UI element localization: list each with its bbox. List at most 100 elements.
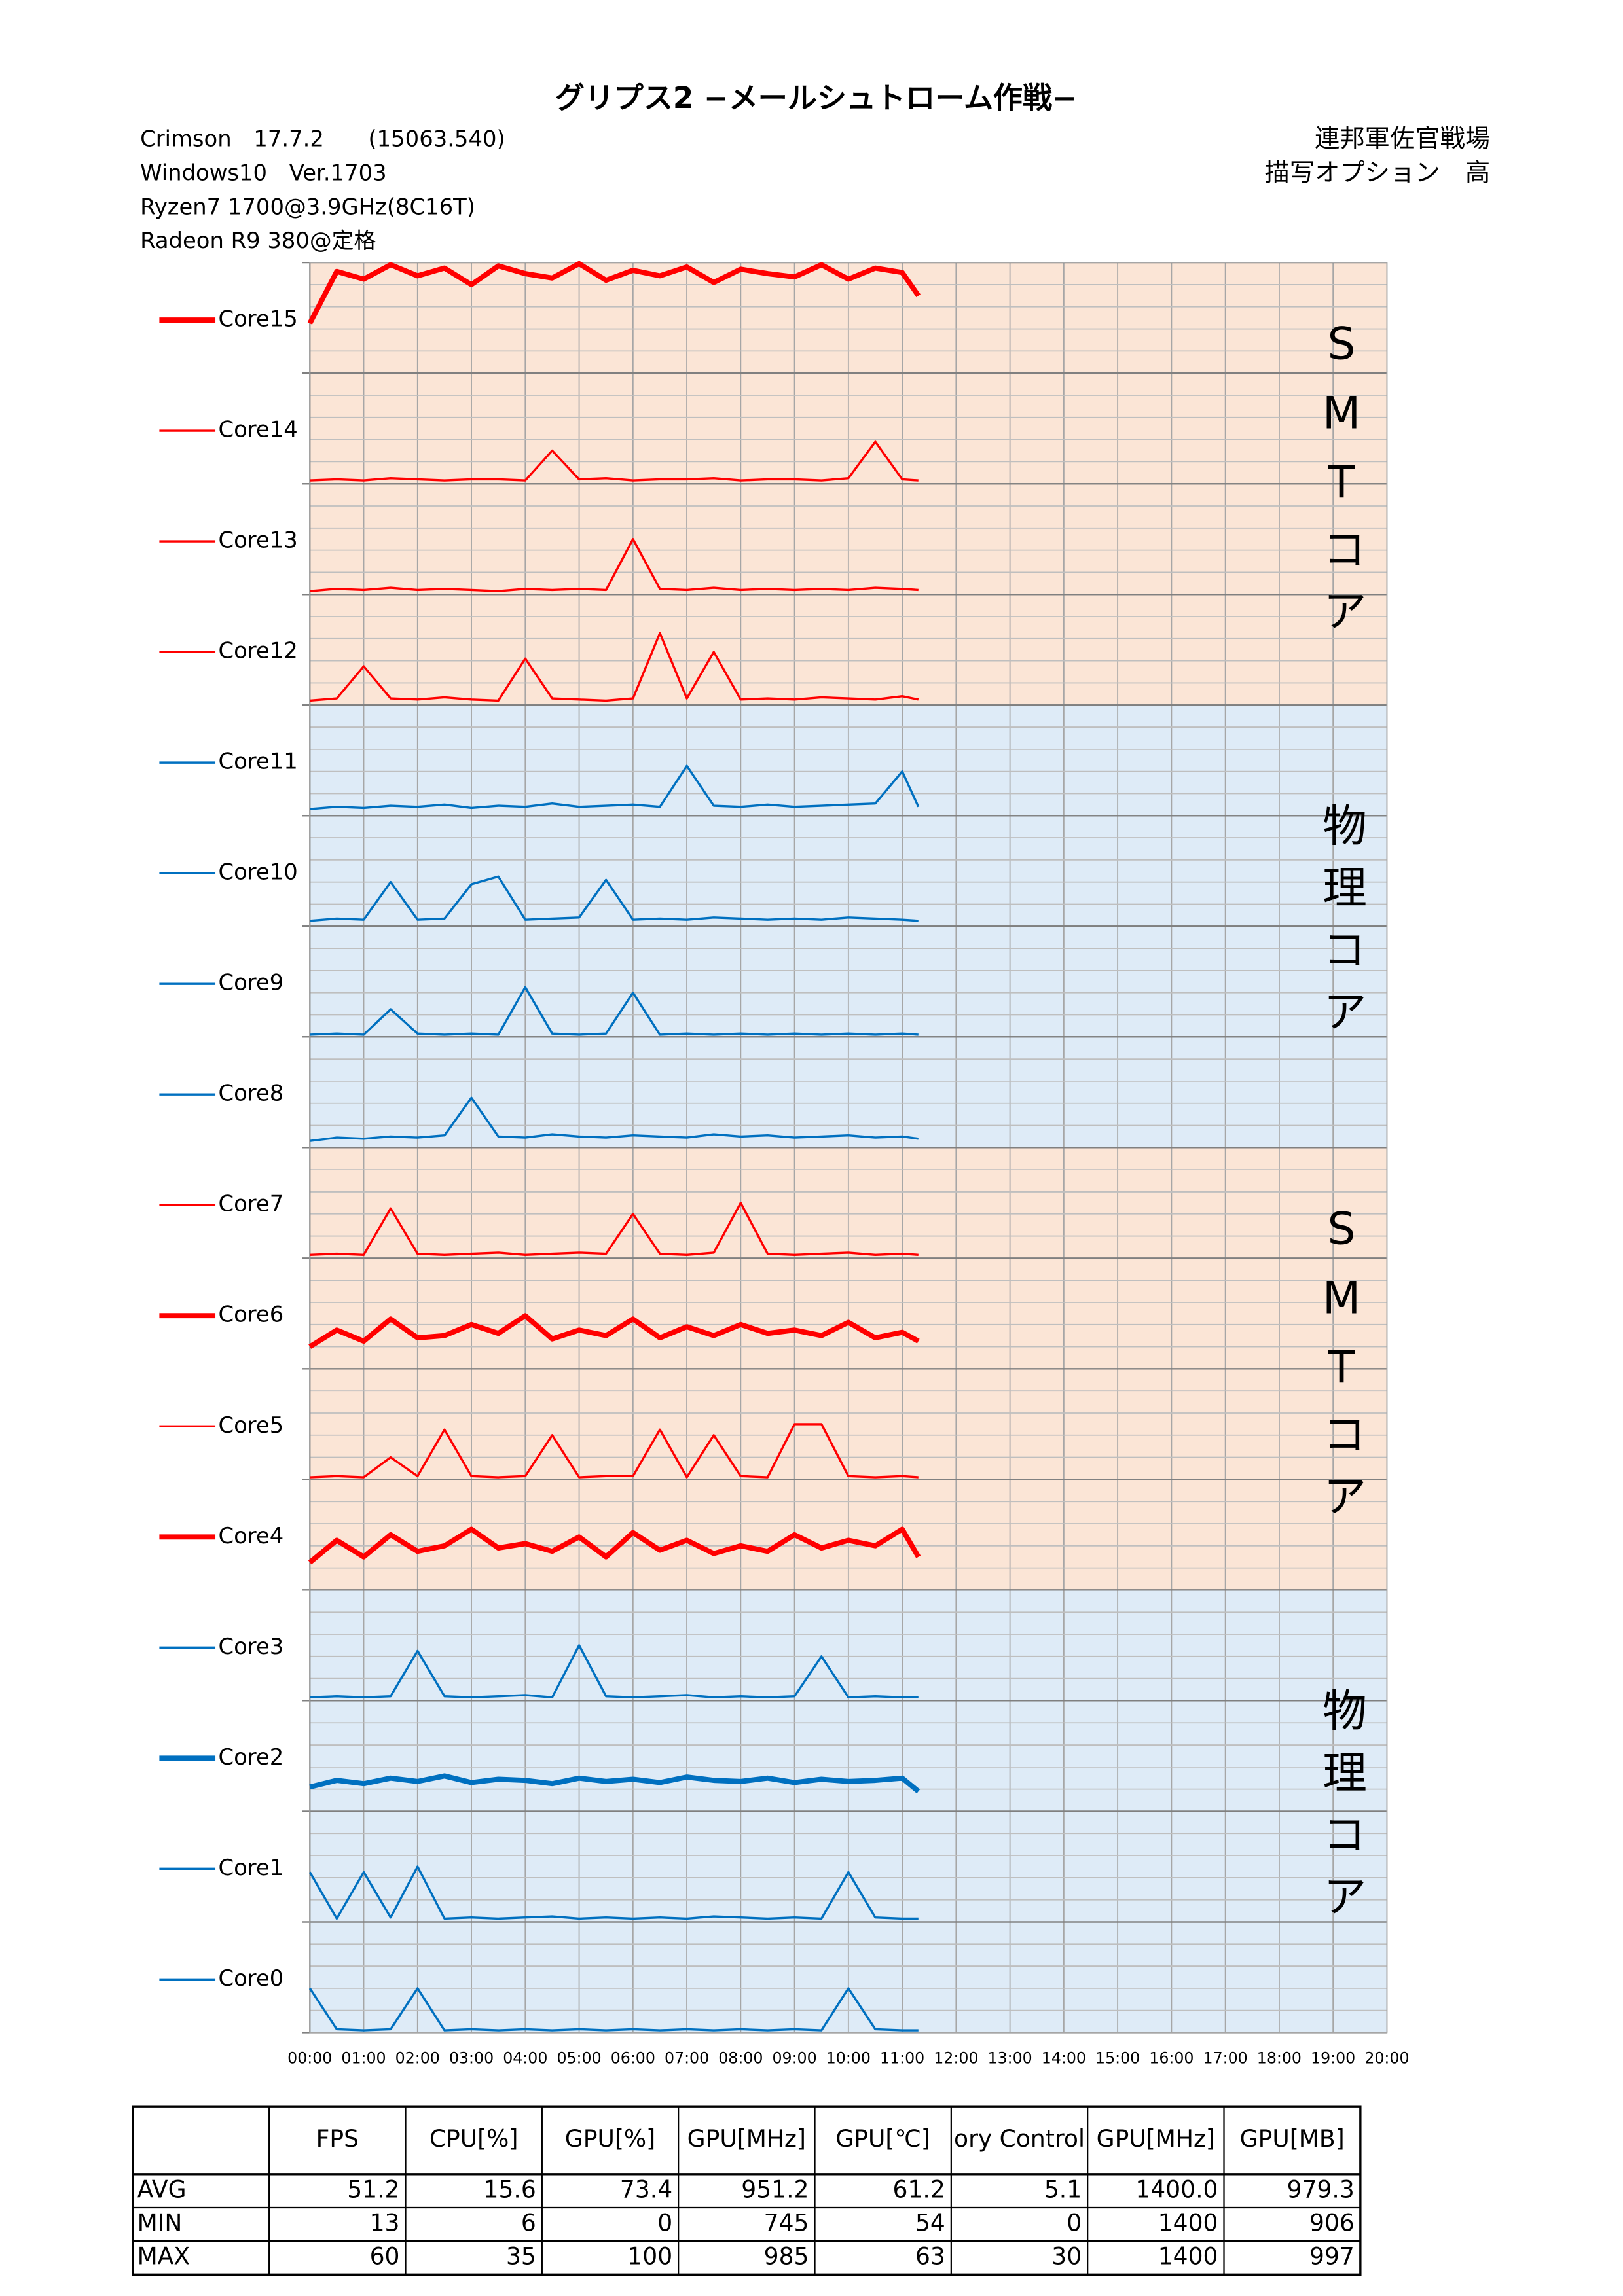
series-line bbox=[308, 1526, 921, 1565]
x-tick-label: 06:00 bbox=[611, 2049, 655, 2068]
series-line bbox=[309, 1773, 921, 1794]
table-cell: 979.3 bbox=[1287, 2176, 1355, 2203]
x-tick-label: 07:00 bbox=[665, 2049, 709, 2068]
x-tick-label: 15:00 bbox=[1095, 2049, 1140, 2068]
annotation: 物理コア bbox=[1315, 802, 1367, 1050]
series-line bbox=[310, 1644, 919, 1699]
x-tick-label: 19:00 bbox=[1311, 2049, 1355, 2068]
table-cell: 0 bbox=[1067, 2210, 1082, 2237]
x-tick-label: 17:00 bbox=[1203, 2049, 1248, 2068]
x-tick-label: 01:00 bbox=[341, 2049, 386, 2068]
legend-label: Core1 bbox=[219, 1855, 284, 1880]
x-tick-label: 11:00 bbox=[880, 2049, 924, 2068]
table-cell: 61.2 bbox=[893, 2176, 945, 2203]
annotation: SMTコア bbox=[1315, 1203, 1367, 1535]
series-line bbox=[310, 764, 920, 810]
x-tick-label: 10:00 bbox=[826, 2049, 871, 2068]
table-cell: MIN bbox=[137, 2210, 183, 2237]
legend-label: Core0 bbox=[219, 1965, 284, 1991]
series-line bbox=[310, 875, 919, 922]
x-tick-label: 00:00 bbox=[287, 2049, 332, 2068]
table-cell: 54 bbox=[915, 2210, 945, 2237]
series-line bbox=[310, 1202, 919, 1256]
table-header: GPU[%] bbox=[565, 2125, 655, 2153]
legend-label: Core4 bbox=[219, 1523, 284, 1549]
table-cell: 6 bbox=[521, 2210, 536, 2237]
table-cell: 15.6 bbox=[484, 2176, 536, 2203]
x-tick-label: 13:00 bbox=[988, 2049, 1032, 2068]
x-tick-label: 02:00 bbox=[395, 2049, 440, 2068]
table-header: FPS bbox=[316, 2125, 359, 2153]
info-text: Windows10 Ver.1703 bbox=[140, 160, 387, 185]
table-header: GPU[MHz] bbox=[1097, 2125, 1215, 2153]
table-header: CPU[%] bbox=[429, 2125, 519, 2153]
table-cell: 985 bbox=[764, 2243, 809, 2270]
series-line bbox=[310, 440, 919, 482]
table-cell: 1400.0 bbox=[1135, 2176, 1218, 2203]
series-line bbox=[308, 1865, 919, 1920]
series-line bbox=[310, 1423, 919, 1479]
legend-label: Core11 bbox=[219, 749, 298, 774]
table-cell: 13 bbox=[370, 2210, 400, 2237]
x-tick-label: 18:00 bbox=[1257, 2049, 1302, 2068]
legend-label: Core13 bbox=[219, 528, 298, 553]
x-tick-label: 14:00 bbox=[1042, 2049, 1086, 2068]
table-cell: 63 bbox=[915, 2243, 945, 2270]
x-tick-label: 03:00 bbox=[449, 2049, 494, 2068]
legend-label: Core14 bbox=[219, 417, 298, 442]
legend-label: Core8 bbox=[219, 1081, 284, 1106]
legend-label: Core6 bbox=[219, 1302, 284, 1327]
table-cell: 906 bbox=[1309, 2210, 1355, 2237]
info-text: Radeon R9 380@定格 bbox=[140, 228, 376, 253]
table-cell: 997 bbox=[1309, 2243, 1355, 2270]
series-line bbox=[308, 1313, 920, 1349]
legend-label: Core9 bbox=[219, 970, 284, 996]
legend-label: Core12 bbox=[219, 638, 298, 664]
table-cell: 35 bbox=[506, 2243, 536, 2270]
legend-label: Core15 bbox=[219, 306, 298, 332]
series-line bbox=[310, 986, 919, 1036]
annotation: SMTコア bbox=[1315, 317, 1367, 649]
table-cell: AVG bbox=[137, 2176, 187, 2203]
info-text: 連邦軍佐官戦場 bbox=[1315, 124, 1490, 154]
x-tick-label: 08:00 bbox=[718, 2049, 763, 2068]
table-cell: 745 bbox=[764, 2210, 809, 2237]
table-header: ory Control bbox=[954, 2125, 1085, 2153]
table-cell: 0 bbox=[657, 2210, 672, 2237]
series-line bbox=[310, 1096, 919, 1142]
info-text: Ryzen7 1700@3.9GHz(8C16T) bbox=[140, 194, 475, 219]
series-line bbox=[308, 1987, 919, 2032]
x-tick-label: 04:00 bbox=[503, 2049, 547, 2068]
info-text: 描写オプション 高 bbox=[1264, 158, 1490, 187]
legend-label: Core7 bbox=[219, 1191, 284, 1217]
table-header: GPU[MHz] bbox=[687, 2125, 806, 2153]
table-cell: 1400 bbox=[1158, 2243, 1218, 2270]
legend-label: Core5 bbox=[219, 1412, 284, 1438]
x-tick-label: 05:00 bbox=[556, 2049, 601, 2068]
table-border bbox=[132, 2105, 1362, 2276]
table-cell: 100 bbox=[627, 2243, 672, 2270]
series-line bbox=[310, 632, 919, 702]
series-line bbox=[307, 260, 921, 325]
legend-label: Core2 bbox=[219, 1744, 284, 1770]
table-header: GPU[MB] bbox=[1240, 2125, 1345, 2153]
table-cell: 1400 bbox=[1158, 2210, 1218, 2237]
legend-label: Core10 bbox=[219, 859, 298, 885]
x-tick-label: 20:00 bbox=[1364, 2049, 1409, 2068]
table-cell: 5.1 bbox=[1044, 2176, 1082, 2203]
table-cell: 60 bbox=[370, 2243, 400, 2270]
table-header: GPU[℃] bbox=[835, 2125, 930, 2153]
annotation: 物理コア bbox=[1315, 1687, 1367, 1935]
chart-title: グリプス2 −メールシュトローム作戦− bbox=[555, 81, 1077, 115]
legend-label: Core3 bbox=[219, 1634, 284, 1659]
table-cell: 51.2 bbox=[347, 2176, 399, 2203]
series-line bbox=[310, 538, 919, 592]
table-cell: 30 bbox=[1051, 2243, 1082, 2270]
x-tick-label: 16:00 bbox=[1149, 2049, 1194, 2068]
plot-border bbox=[309, 262, 1388, 2034]
table-cell: 73.4 bbox=[620, 2176, 672, 2203]
x-tick-label: 12:00 bbox=[934, 2049, 978, 2068]
info-text: Crimson 17.7.2 (15063.540) bbox=[140, 126, 505, 152]
